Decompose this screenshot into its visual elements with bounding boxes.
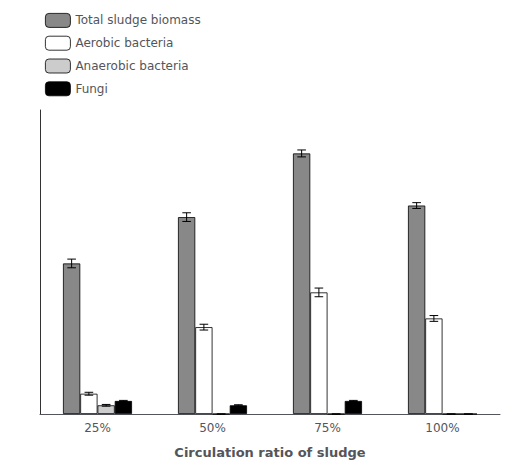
svg-text:25%: 25%: [84, 421, 111, 435]
svg-text:Fungi: Fungi: [75, 82, 107, 96]
svg-text:75%: 75%: [314, 421, 341, 435]
svg-text:Anaerobic bacteria: Anaerobic bacteria: [75, 59, 188, 73]
svg-text:Aerobic bacteria: Aerobic bacteria: [75, 36, 173, 50]
svg-text:Circulation ratio of sludge: Circulation ratio of sludge: [174, 445, 365, 460]
svg-text:50%: 50%: [199, 421, 226, 435]
svg-text:100%: 100%: [425, 421, 459, 435]
svg-text:Total sludge biomass: Total sludge biomass: [74, 13, 200, 27]
